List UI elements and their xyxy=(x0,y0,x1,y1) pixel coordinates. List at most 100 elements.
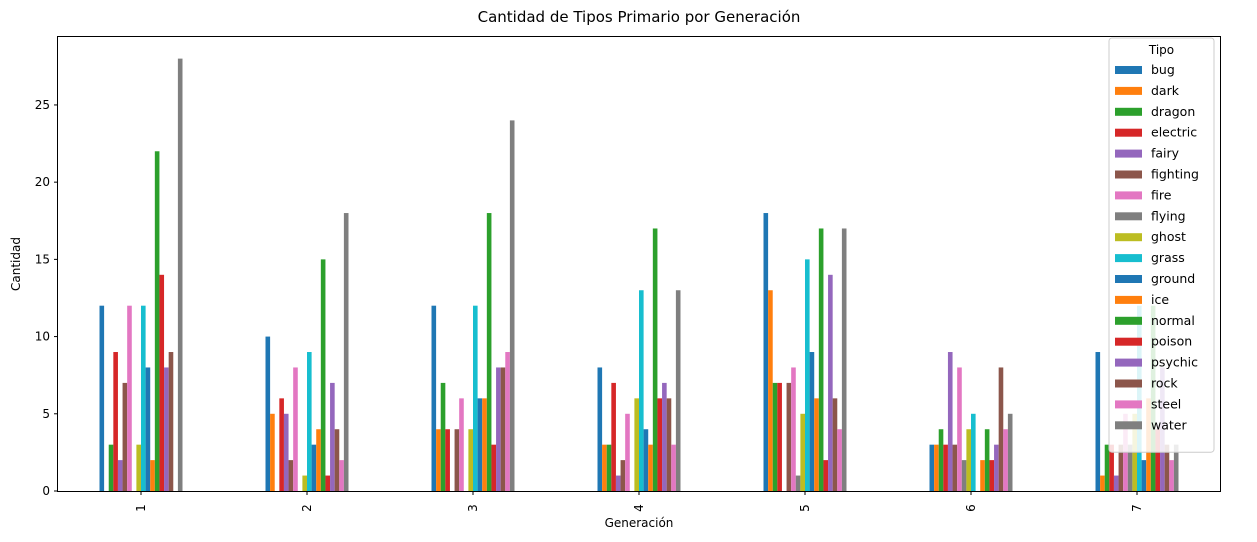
bar-water-gen-1 xyxy=(177,58,183,492)
bar-rock-gen-4 xyxy=(666,398,672,491)
bar-electric-gen-1 xyxy=(113,352,118,491)
legend-label-steel: steel xyxy=(1151,396,1181,411)
bar-dragon-gen-7 xyxy=(1104,444,1110,491)
bar-dark-gen-4 xyxy=(602,444,607,491)
legend-label-dragon: dragon xyxy=(1151,104,1195,119)
x-tick-label: 6 xyxy=(964,504,978,512)
legend-swatch-electric xyxy=(1115,128,1142,137)
bar-steel-gen-3 xyxy=(505,352,510,491)
bar-flying-gen-5 xyxy=(795,475,801,491)
legend-label-poison: poison xyxy=(1151,334,1192,349)
bar-dark-gen-3 xyxy=(436,429,441,491)
bar-ground-gen-4 xyxy=(643,429,649,491)
bar-rock-gen-5 xyxy=(832,398,838,491)
legend-swatch-flying xyxy=(1115,212,1142,221)
x-tick-label: 4 xyxy=(632,504,646,512)
bar-dragon-gen-6 xyxy=(938,429,944,491)
bar-grass-gen-1 xyxy=(141,305,146,491)
bar-steel-gen-4 xyxy=(671,444,676,491)
bar-ghost-gen-2 xyxy=(302,475,307,491)
legend-swatch-poison xyxy=(1115,337,1142,346)
bar-normal-gen-6 xyxy=(984,429,990,491)
bar-fire-gen-4 xyxy=(625,413,630,491)
bar-bug-gen-5 xyxy=(763,213,769,492)
y-tick-label: 10 xyxy=(35,330,50,344)
bar-ground-gen-1 xyxy=(145,367,151,491)
bar-bug-gen-3 xyxy=(431,305,437,491)
bar-psychic-gen-4 xyxy=(662,382,667,491)
bar-fire-gen-3 xyxy=(459,398,464,491)
bar-fire-gen-1 xyxy=(127,305,132,491)
bar-bug-gen-4 xyxy=(597,367,603,491)
legend-label-water: water xyxy=(1151,417,1187,432)
bar-fighting-gen-3 xyxy=(454,429,460,491)
bar-ghost-gen-6 xyxy=(966,429,971,491)
bar-poison-gen-6 xyxy=(989,460,995,491)
legend-swatch-ghost xyxy=(1115,233,1142,242)
bar-poison-gen-5 xyxy=(823,460,829,491)
x-tick-label: 7 xyxy=(1130,504,1144,512)
bar-fairy-gen-7 xyxy=(1113,475,1119,491)
bar-electric-gen-5 xyxy=(777,382,782,491)
bar-psychic-gen-2 xyxy=(330,382,335,491)
bar-ice-gen-2 xyxy=(316,429,321,491)
bar-electric-gen-2 xyxy=(279,398,284,491)
bar-ice-gen-1 xyxy=(150,460,155,491)
y-tick-label: 0 xyxy=(42,484,50,498)
bar-fairy-gen-1 xyxy=(117,460,123,491)
bar-flying-gen-6 xyxy=(961,460,967,491)
bar-steel-gen-2 xyxy=(339,460,344,491)
legend-swatch-dark xyxy=(1115,86,1142,95)
bar-psychic-gen-5 xyxy=(828,274,833,491)
bar-electric-gen-3 xyxy=(445,429,450,491)
legend-label-flying: flying xyxy=(1151,208,1186,223)
bar-electric-gen-7 xyxy=(1109,444,1114,491)
legend-label-dark: dark xyxy=(1151,83,1180,98)
legend-swatch-steel xyxy=(1115,400,1142,409)
bar-psychic-gen-1 xyxy=(164,367,169,491)
bar-bug-gen-2 xyxy=(265,336,271,491)
legend-swatch-water xyxy=(1115,421,1142,430)
chart-title: Cantidad de Tipos Primario por Generació… xyxy=(478,8,801,26)
y-tick-label: 5 xyxy=(42,407,50,421)
bar-dark-gen-5 xyxy=(768,290,773,491)
bar-dragon-gen-4 xyxy=(606,444,612,491)
bar-ground-gen-3 xyxy=(477,398,483,491)
bar-fighting-gen-5 xyxy=(786,382,792,491)
bar-fighting-gen-7 xyxy=(1118,444,1124,491)
bar-fire-gen-2 xyxy=(293,367,298,491)
bar-ghost-gen-1 xyxy=(136,444,141,491)
bar-fighting-gen-4 xyxy=(620,460,626,491)
bar-fighting-gen-2 xyxy=(288,460,294,491)
x-tick-label: 1 xyxy=(134,504,148,512)
bar-poison-gen-2 xyxy=(325,475,331,491)
bar-bug-gen-1 xyxy=(99,305,105,491)
y-tick-label: 15 xyxy=(35,252,50,266)
bar-rock-gen-1 xyxy=(168,352,174,491)
bar-rock-gen-7 xyxy=(1164,444,1170,491)
bar-poison-gen-3 xyxy=(491,444,497,491)
bar-water-gen-6 xyxy=(1007,413,1013,491)
y-axis-label: Cantidad xyxy=(9,237,23,291)
bar-ground-gen-2 xyxy=(311,444,317,491)
bar-fighting-gen-1 xyxy=(122,382,128,491)
bar-fire-gen-5 xyxy=(791,367,796,491)
bar-dark-gen-7 xyxy=(1100,475,1105,491)
legend-label-psychic: psychic xyxy=(1151,355,1198,370)
y-tick-label: 25 xyxy=(35,98,50,112)
legend-label-rock: rock xyxy=(1151,376,1178,391)
legend-swatch-grass xyxy=(1115,254,1142,263)
bar-electric-gen-6 xyxy=(943,444,948,491)
legend-swatch-rock xyxy=(1115,379,1142,388)
bar-flying-gen-7 xyxy=(1127,444,1133,491)
bar-poison-gen-1 xyxy=(159,274,165,491)
bar-fairy-gen-4 xyxy=(615,475,621,491)
bar-steel-gen-5 xyxy=(837,429,842,491)
legend-swatch-normal xyxy=(1115,316,1142,325)
bar-steel-gen-7 xyxy=(1169,460,1174,491)
bar-grass-gen-4 xyxy=(639,290,644,491)
bar-grass-gen-6 xyxy=(971,413,976,491)
bar-fairy-gen-2 xyxy=(283,413,289,491)
bar-grass-gen-2 xyxy=(307,352,312,491)
